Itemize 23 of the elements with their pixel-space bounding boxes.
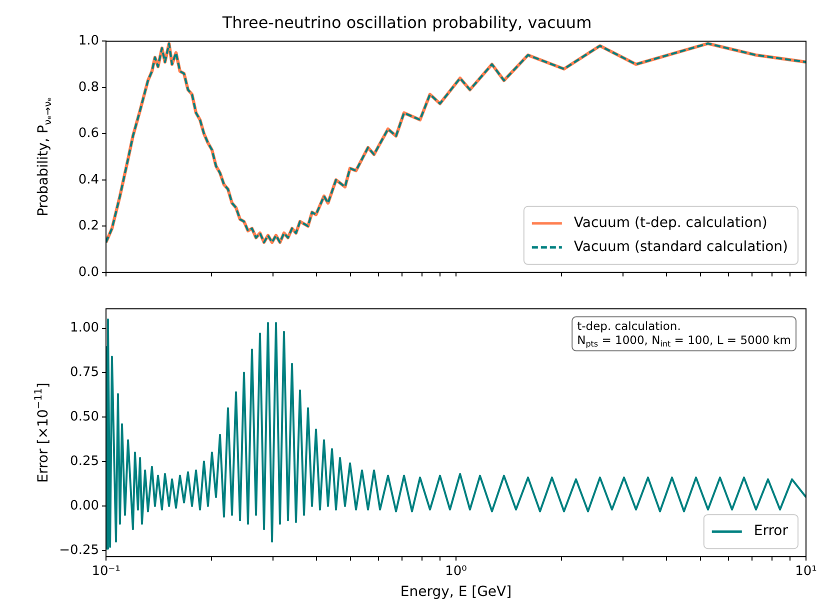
y-tick-label: 0.2 [78,218,99,234]
x-tick-label: 10¹ [795,564,817,579]
y-tick-label: 0.4 [78,172,99,188]
legend-label: Error [754,523,788,540]
y-tick-label: 0.0 [78,264,99,280]
y-axis-title: Probability, Pνₑ→νₑ [36,97,54,216]
x-tick-label: 10⁰ [445,564,467,579]
y-tick-label: 0.25 [70,454,99,469]
legend-label: Vacuum (t-dep. calculation) [574,215,768,232]
annotation: t-dep. calculation. [577,318,681,333]
y-axis-title: Error [×10−11] [34,382,52,483]
legend-label: Vacuum (standard calculation) [574,239,788,256]
y-tick-label: 1.00 [70,320,99,336]
x-axis-title: Energy, E [GeV] [400,584,512,600]
y-tick-label: 0.50 [70,410,99,425]
y-tick-label: 0.6 [78,126,99,142]
y-tick-label: 0.8 [78,80,99,95]
x-tick-label: 10⁻¹ [92,564,120,579]
y-tick-label: 0.75 [70,365,99,380]
y-tick-label: −0.25 [59,542,99,558]
y-tick-label: 1.0 [78,34,99,49]
y-tick-label: 0.00 [70,498,99,514]
chart-title: Three-neutrino oscillation probability, vacuum [221,12,592,32]
